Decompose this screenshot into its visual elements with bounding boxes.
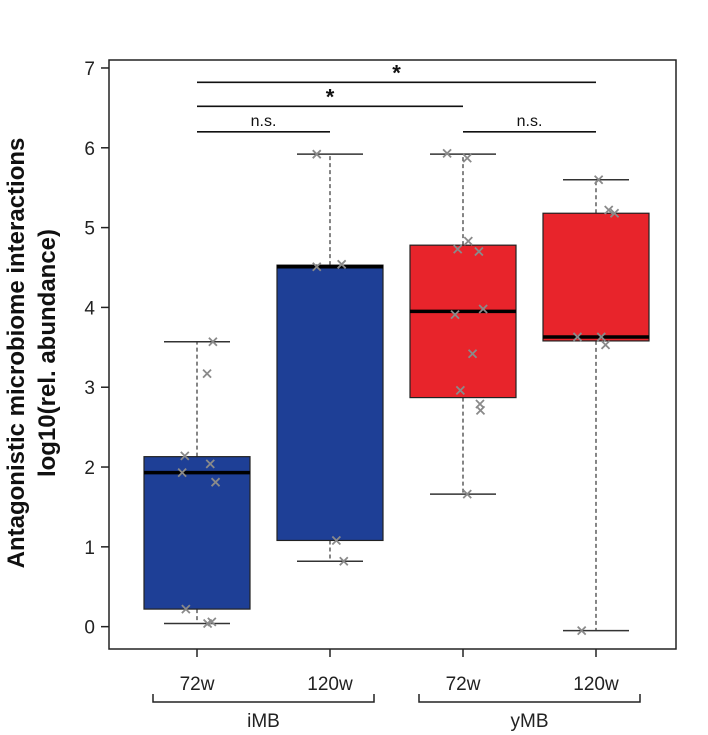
data-point-1-1 [312,262,322,272]
y-tick-label-2: 2 [84,458,95,479]
data-point-2-3 [463,236,473,246]
y-tick-label-3: 3 [84,378,95,399]
significance-label-3: n.s. [517,113,543,130]
y-axis-label-line1: Antagonistic microbiome interactions [3,138,30,569]
data-point-2-0 [442,148,452,159]
significance-label-2: n.s. [251,113,277,130]
data-point-2-4 [474,246,484,257]
data-point-3-1 [604,205,614,215]
plot-frame [108,59,677,650]
box-yMB-72w [409,244,517,399]
data-point-3-0 [594,175,604,185]
data-point-2-6 [478,304,488,314]
data-point-2-5 [450,309,460,320]
y-tick-label-5: 5 [84,219,95,240]
y-tick-label-0: 0 [84,618,95,639]
y-axis-label-line2: log10(rel. abundance) [34,229,61,477]
x-tick-label-2: 72w [446,674,481,695]
data-point-0-3 [210,477,221,487]
data-point-0-6 [181,604,191,614]
plot-area: 0 1 2 3 4 5 6 7 72w 120w 72w 120w iMB yMB * * n.s. n.s. [84,59,677,732]
y-tick-label-6: 6 [84,139,95,160]
significance-label-1: * [326,84,335,109]
x-tick-label-0: 72w [180,674,215,695]
x-tick-label-3: 120w [573,674,619,695]
box-yMB-120w [542,212,650,342]
group-bracket-yMB [418,694,641,703]
data-point-2-10 [475,405,486,416]
group-label-yMB: yMB [511,711,549,732]
data-point-0-2 [205,459,215,469]
x-tick-label-1: 120w [307,674,353,695]
data-point-2-8 [455,385,465,396]
data-point-0-0 [180,451,190,461]
group-bracket-iMB [152,694,375,703]
data-point-1-0 [312,149,322,159]
data-point-1-4 [339,556,349,566]
data-point-0-5 [208,337,218,347]
data-point-0-1 [177,467,187,478]
data-point-2-7 [467,349,478,359]
data-point-1-2 [337,259,347,269]
data-point-2-1 [462,153,472,163]
y-tick-label-7: 7 [84,59,95,80]
data-point-0-4 [202,369,212,379]
y-tick-label-1: 1 [84,538,95,559]
group-label-iMB: iMB [247,711,280,732]
data-point-3-6 [577,626,587,636]
data-point-3-2 [609,208,620,218]
box-iMB-72w [143,456,251,610]
data-point-3-4 [596,332,606,342]
data-point-3-5 [600,340,611,350]
box-iMB-120w [276,264,384,542]
data-point-1-3 [331,535,341,546]
y-tick-label-4: 4 [84,298,95,319]
data-point-3-3 [572,332,583,342]
data-point-0-8 [207,617,217,627]
significance-label-0: * [392,60,401,85]
data-point-2-11 [462,489,472,499]
data-point-2-2 [453,244,463,254]
